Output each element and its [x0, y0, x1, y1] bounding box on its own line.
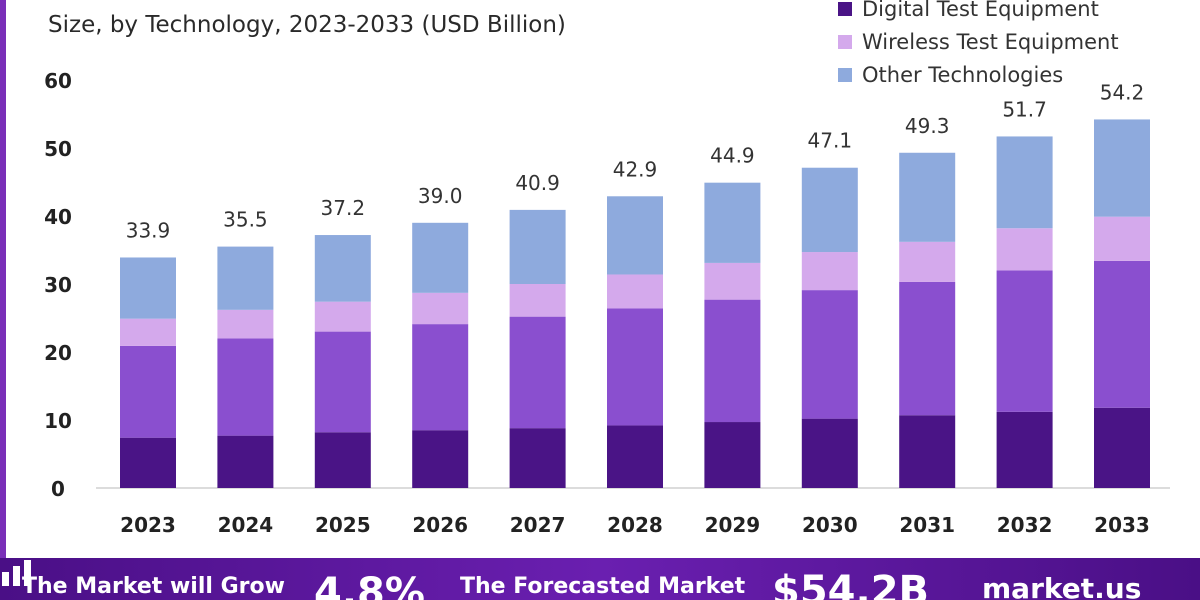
- chart-subtitle: Size, by Technology, 2023-2033 (USD Bill…: [48, 12, 566, 38]
- bar-total-label: 44.9: [710, 144, 755, 168]
- bar-total-label: 47.1: [808, 129, 853, 153]
- y-tick-label: 10: [44, 409, 72, 433]
- legend-label-other: Other Technologies: [862, 62, 1064, 87]
- legend-item-other: Other Technologies: [838, 58, 1119, 91]
- bar-segment-wireless-test-equipment: [509, 284, 566, 317]
- bar-segment-series-0: [509, 428, 566, 488]
- bar-segment-other-technologies: [217, 246, 274, 310]
- bar-total-label: 37.2: [321, 196, 366, 220]
- x-tick-label: 2030: [802, 513, 858, 537]
- bar-segment-wireless-test-equipment: [607, 274, 663, 309]
- bar-segment-other-technologies: [704, 182, 761, 263]
- bar-segment-series-0: [996, 411, 1053, 488]
- bar-segment-digital-test-equipment: [607, 308, 663, 426]
- legend-swatch-other: [838, 67, 852, 82]
- bar-segment-other-technologies: [801, 167, 858, 253]
- bar-segment-wireless-test-equipment: [801, 252, 858, 291]
- bar-segment-digital-test-equipment: [217, 338, 274, 436]
- bar-segment-other-technologies: [314, 235, 371, 302]
- footer-logo: market.us: [982, 572, 1142, 600]
- bar-segment-digital-test-equipment: [120, 345, 176, 438]
- bar-segment-wireless-test-equipment: [996, 228, 1053, 271]
- bar-segment-other-technologies: [996, 136, 1053, 229]
- legend-item-wireless: Wireless Test Equipment: [838, 25, 1119, 58]
- bar-segment-other-technologies: [1094, 119, 1150, 217]
- legend-item-digital: Digital Test Equipment: [838, 0, 1119, 25]
- x-tick-label: 2027: [510, 513, 566, 537]
- bar-segment-other-technologies: [412, 222, 469, 293]
- bar-total-label: 49.3: [905, 114, 950, 138]
- bar-segment-digital-test-equipment: [509, 316, 566, 429]
- footer-banner: The Market will Grow 4.8% The Forecasted…: [0, 558, 1200, 600]
- bar-segment-series-0: [412, 430, 469, 488]
- bar-segment-series-0: [314, 432, 371, 488]
- y-tick-label: 0: [51, 477, 65, 501]
- legend: Digital Test Equipment Wireless Test Equ…: [838, 0, 1119, 91]
- bar-segment-series-0: [607, 425, 663, 488]
- bar-segment-wireless-test-equipment: [1094, 216, 1150, 261]
- bar-segment-digital-test-equipment: [314, 331, 371, 433]
- bar-segment-wireless-test-equipment: [120, 318, 176, 346]
- bar-segment-series-0: [801, 418, 858, 488]
- bar-total-label: 39.0: [418, 184, 463, 208]
- legend-label-digital: Digital Test Equipment: [862, 0, 1099, 21]
- x-tick-label: 2023: [120, 513, 176, 537]
- bar-segment-series-0: [217, 435, 274, 488]
- x-tick-label: 2031: [899, 513, 955, 537]
- bar-segment-wireless-test-equipment: [899, 241, 956, 282]
- x-tick-label: 2032: [997, 513, 1053, 537]
- bar-total-label: 51.7: [1002, 97, 1047, 121]
- bar-segment-digital-test-equipment: [899, 281, 956, 416]
- bar-segment-wireless-test-equipment: [217, 309, 274, 339]
- legend-swatch-digital: [838, 1, 852, 16]
- bar-segment-wireless-test-equipment: [412, 292, 469, 325]
- bar-segment-digital-test-equipment: [1094, 260, 1150, 408]
- x-tick-label: 2029: [705, 513, 761, 537]
- y-tick-label: 30: [44, 273, 72, 297]
- x-tick-label: 2025: [315, 513, 371, 537]
- footer-grow-text: The Market will Grow: [22, 574, 285, 599]
- footer-value: $54.2B: [772, 568, 930, 600]
- legend-label-wireless: Wireless Test Equipment: [862, 29, 1119, 54]
- bar-segment-wireless-test-equipment: [314, 301, 371, 332]
- bar-total-label: 33.9: [126, 218, 171, 242]
- bar-segment-wireless-test-equipment: [704, 262, 761, 300]
- x-tick-label: 2028: [607, 513, 663, 537]
- x-tick-label: 2026: [412, 513, 468, 537]
- bar-segment-series-0: [1094, 407, 1150, 488]
- legend-swatch-wireless: [838, 34, 852, 49]
- market-us-logo-icon: [2, 560, 31, 586]
- bar-segment-digital-test-equipment: [704, 299, 761, 423]
- bar-segment-other-technologies: [607, 196, 663, 275]
- y-tick-label: 40: [44, 205, 72, 229]
- bar-segment-digital-test-equipment: [996, 270, 1053, 412]
- bar-segment-other-technologies: [899, 152, 956, 242]
- y-tick-label: 20: [44, 341, 72, 365]
- bar-segment-digital-test-equipment: [801, 290, 858, 419]
- footer-cagr: 4.8%: [314, 570, 425, 600]
- bar-segment-series-0: [899, 415, 956, 488]
- bar-total-label: 40.9: [515, 171, 560, 195]
- bar-total-label: 42.9: [613, 157, 658, 181]
- stacked-bar-chart: 010203040506033.9202335.5202437.2202539.…: [44, 69, 1170, 537]
- bar-segment-digital-test-equipment: [412, 324, 469, 431]
- x-tick-label: 2024: [218, 513, 274, 537]
- footer-forecast-text: The Forecasted Market: [460, 574, 746, 599]
- y-tick-label: 60: [44, 69, 72, 93]
- bar-total-label: 35.5: [223, 208, 268, 232]
- bar-segment-other-technologies: [509, 209, 566, 284]
- bar-total-label: 54.2: [1100, 80, 1145, 104]
- bar-segment-series-0: [120, 437, 176, 488]
- left-accent-bar: [0, 0, 6, 558]
- x-tick-label: 2033: [1094, 513, 1150, 537]
- bar-segment-other-technologies: [120, 257, 176, 319]
- bar-segment-series-0: [704, 422, 761, 488]
- y-tick-label: 50: [44, 137, 72, 161]
